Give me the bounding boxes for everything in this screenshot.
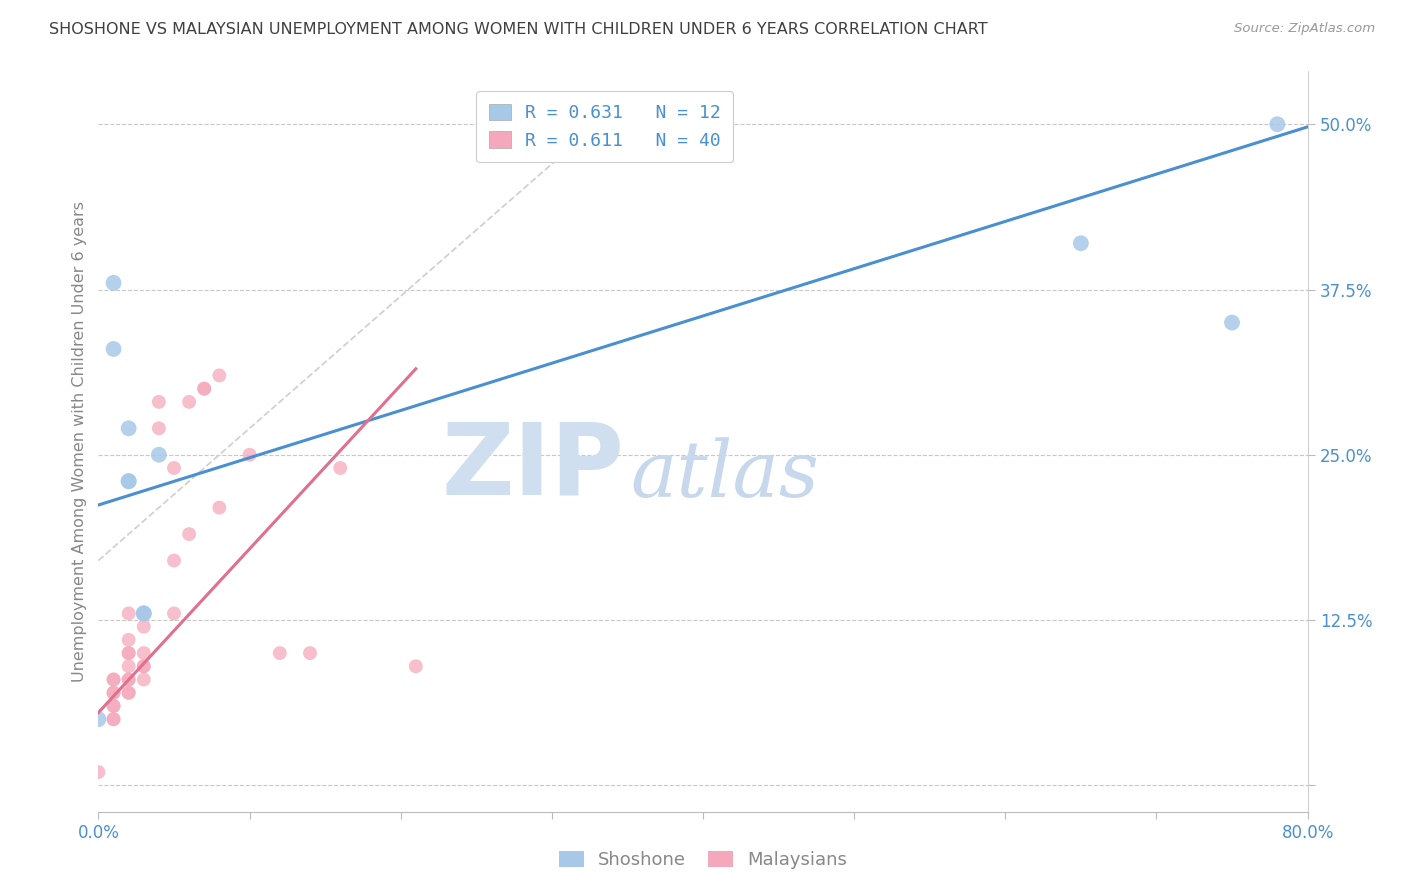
Point — [103, 712, 125, 726]
Legend: Shoshone, Malaysians: Shoshone, Malaysians — [550, 842, 856, 879]
Point — [269, 646, 291, 660]
Point — [87, 712, 110, 726]
Point — [148, 448, 170, 462]
Point — [208, 368, 231, 383]
Point — [208, 500, 231, 515]
Point — [103, 673, 125, 687]
Point — [103, 342, 125, 356]
Point — [405, 659, 427, 673]
Point — [1267, 117, 1289, 131]
Point — [103, 673, 125, 687]
Point — [118, 632, 141, 647]
Point — [163, 461, 186, 475]
Point — [118, 474, 141, 488]
Point — [118, 686, 141, 700]
Point — [118, 673, 141, 687]
Point — [132, 659, 155, 673]
Point — [118, 673, 141, 687]
Point — [1220, 316, 1243, 330]
Point — [299, 646, 322, 660]
Text: SHOSHONE VS MALAYSIAN UNEMPLOYMENT AMONG WOMEN WITH CHILDREN UNDER 6 YEARS CORRE: SHOSHONE VS MALAYSIAN UNEMPLOYMENT AMONG… — [49, 22, 988, 37]
Point — [239, 448, 262, 462]
Point — [163, 607, 186, 621]
Point — [103, 686, 125, 700]
Legend: R = 0.631   N = 12, R = 0.611   N = 40: R = 0.631 N = 12, R = 0.611 N = 40 — [477, 92, 734, 162]
Point — [103, 698, 125, 713]
Point — [118, 421, 141, 435]
Point — [148, 395, 170, 409]
Point — [132, 620, 155, 634]
Point — [193, 382, 215, 396]
Point — [103, 712, 125, 726]
Point — [1070, 236, 1092, 251]
Point — [103, 698, 125, 713]
Point — [132, 607, 155, 621]
Text: atlas: atlas — [630, 437, 820, 513]
Point — [118, 474, 141, 488]
Point — [329, 461, 352, 475]
Point — [132, 607, 155, 621]
Text: Source: ZipAtlas.com: Source: ZipAtlas.com — [1234, 22, 1375, 36]
Point — [118, 646, 141, 660]
Text: ZIP: ZIP — [441, 419, 624, 516]
Point — [103, 686, 125, 700]
Point — [132, 607, 155, 621]
Point — [148, 421, 170, 435]
Point — [103, 276, 125, 290]
Point — [87, 765, 110, 780]
Point — [132, 646, 155, 660]
Point — [132, 659, 155, 673]
Point — [163, 553, 186, 567]
Point — [118, 686, 141, 700]
Point — [118, 646, 141, 660]
Y-axis label: Unemployment Among Women with Children Under 6 years: Unemployment Among Women with Children U… — [72, 201, 87, 682]
Point — [179, 527, 201, 541]
Point — [132, 673, 155, 687]
Point — [118, 607, 141, 621]
Point — [179, 395, 201, 409]
Point — [193, 382, 215, 396]
Point — [118, 659, 141, 673]
